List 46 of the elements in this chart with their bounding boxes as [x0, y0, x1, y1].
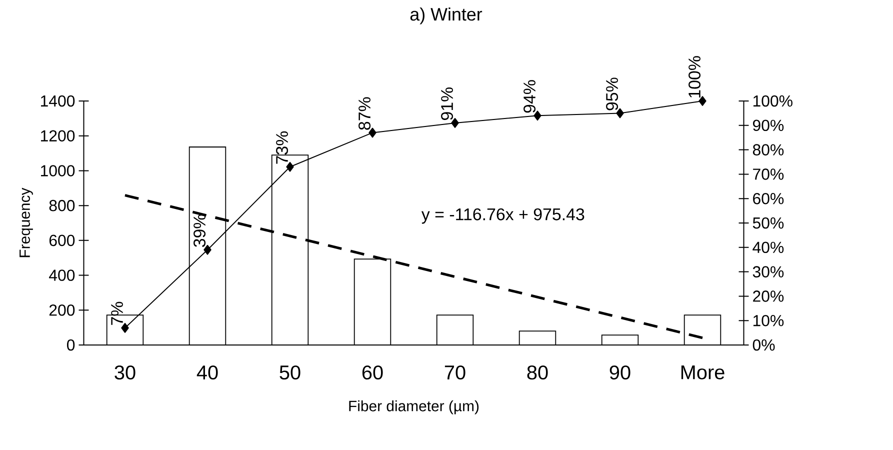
y2-tick-label: 50%: [752, 217, 784, 229]
y-axis-title: Frequency: [20, 188, 33, 258]
y-tick-label: 0: [67, 339, 75, 351]
annotation: y = -116.76x + 975.43: [421, 208, 584, 224]
point: [616, 108, 624, 118]
y2-tick-label: 100%: [753, 95, 792, 107]
x-tick-label: More: [681, 365, 724, 380]
data-label: 39%: [194, 214, 206, 248]
y2-tick-label: 60%: [753, 192, 784, 204]
y-tick-label: 1000: [41, 165, 75, 176]
y2-tick-label: 80%: [752, 144, 784, 156]
y2-tick-label: 0%: [752, 339, 775, 351]
y2-tick-label: 70%: [753, 168, 784, 180]
point: [698, 96, 706, 106]
data-label: 91%: [441, 87, 454, 120]
y-tick-label: 1200: [41, 130, 75, 142]
x-tick-label: 60: [362, 365, 383, 380]
x-tick-label: 30: [114, 365, 136, 380]
chart-title: a) Winter: [410, 8, 482, 24]
data-label: 73%: [276, 131, 288, 164]
data-label: 95%: [606, 78, 618, 110]
x-tick-label: 50: [280, 365, 300, 380]
data-label: 100%: [688, 56, 701, 98]
x-tick-label: 90: [610, 365, 630, 380]
y2-tick-label: 30%: [752, 266, 784, 278]
y2-tick-label: 90%: [753, 120, 784, 132]
point: [368, 128, 376, 138]
y2-tick-label: 10%: [753, 314, 784, 326]
data-label: 94%: [524, 80, 536, 113]
point: [534, 110, 542, 121]
y-tick-label: 400: [49, 270, 75, 281]
y-tick-label: 800: [49, 200, 75, 212]
data-label: 7%: [111, 302, 123, 325]
data-label: 87%: [358, 97, 371, 130]
y2-tick-label: 40%: [752, 242, 784, 254]
y-tick-label: 200: [49, 304, 75, 316]
x-tick-label: 40: [196, 365, 218, 380]
x-axis-title: Fiber diameter (µm): [349, 400, 479, 414]
x-tick-label: 70: [444, 365, 466, 380]
point: [451, 118, 459, 128]
point: [204, 244, 212, 255]
y-tick-label: 1400: [41, 95, 75, 107]
y-tick-label: 600: [49, 234, 75, 246]
point: [286, 162, 294, 172]
x-tick-label: 80: [527, 365, 548, 380]
y2-tick-label: 20%: [753, 290, 784, 302]
